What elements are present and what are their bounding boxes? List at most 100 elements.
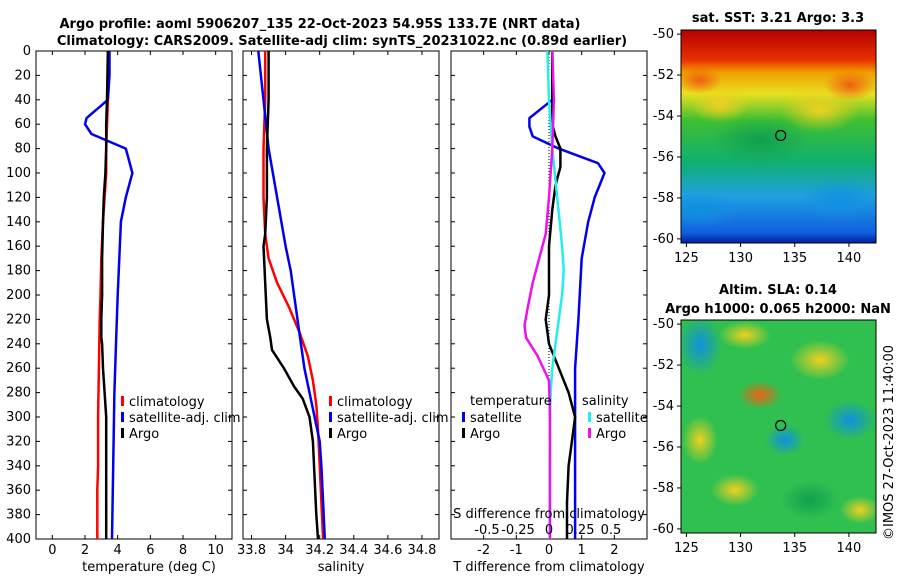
y-tick-label: 300 [6, 410, 31, 425]
x-tick-label: 34 [277, 543, 294, 558]
sst-map-ticks: 125 130 135 140 -50 -52 -54 -56 -58 -60 [653, 27, 862, 266]
y-tick-label: 60 [14, 117, 31, 132]
legend-label: satellite-adj. clim [337, 411, 449, 426]
legend-swatch [588, 412, 591, 422]
map-y-tick-label: -60 [653, 232, 674, 247]
map-y-tick-label: -60 [653, 522, 674, 537]
x-tick-label: -2 [477, 543, 490, 558]
legend-label: satellite [470, 411, 522, 426]
temperature-panel: 0 2 4 6 8 10020406080100120140160180200220240… [6, 44, 240, 575]
map-y-tick-label: -52 [653, 68, 674, 83]
map-x-tick-label: 135 [782, 251, 807, 266]
x-tick-label: -1 [510, 543, 523, 558]
y-tick-label: 200 [6, 288, 31, 303]
x-tick-label: 34.4 [339, 543, 368, 558]
x-tick-label: 0 [48, 543, 56, 558]
salinity-lines [257, 50, 327, 540]
top-tick-label: 0.25 [566, 523, 595, 538]
map-x-tick-label: 130 [728, 541, 753, 556]
salinity-ticks: 33.8 34 34.2 34.4 34.6 34.8 [237, 50, 439, 558]
temperature-axes [35, 50, 233, 540]
map-y-tick-label: -54 [653, 399, 674, 414]
series-line-t-satellite [528, 51, 606, 539]
map-y-tick-label: -56 [653, 440, 674, 455]
legend-label: satellite [596, 411, 648, 426]
legend-label: Argo [596, 427, 626, 442]
sla-map: Altim. SLA: 0.14 Argo h1000: 0.065 h2000… [653, 283, 891, 556]
difference-ticks: -2 -1 0 1 2 [451, 50, 647, 558]
difference-xlabel: T difference from climatology [452, 560, 645, 575]
y-tick-label: 0 [23, 44, 31, 59]
map-x-tick-label: 125 [674, 251, 699, 266]
y-tick-label: 120 [6, 190, 31, 205]
imos-footer: ©IMOS 27-Oct-2023 11:40:00 [882, 345, 897, 540]
x-tick-label: 34.8 [407, 543, 436, 558]
sla-map-title-line2: Argo h1000: 0.065 h2000: NaN [665, 302, 891, 317]
top-tick-label: 0.5 [601, 523, 622, 538]
y-tick-label: 160 [6, 239, 31, 254]
y-tick-label: 260 [6, 361, 31, 376]
legend-swatch [329, 396, 332, 406]
sla-map-frame [680, 319, 877, 534]
difference-top-ticks: -0.5 -0.25 0 0.25 0.5 [474, 523, 621, 538]
legend-swatch [462, 428, 465, 438]
x-tick-label: 8 [179, 543, 187, 558]
argo-location-marker [775, 419, 787, 432]
legend-label: climatology [337, 395, 413, 410]
map-y-tick-label: -56 [653, 150, 674, 165]
y-tick-label: 80 [14, 142, 31, 157]
x-tick-label: 34.6 [373, 543, 402, 558]
legend-label: climatology [129, 395, 205, 410]
legend-swatch [588, 428, 591, 438]
x-tick-label: 10 [207, 543, 224, 558]
x-tick-label: 2 [610, 543, 618, 558]
map-y-tick-label: -54 [653, 109, 674, 124]
salinity-panel: 33.8 34 34.2 34.4 34.6 34.8 salinity climatol… [237, 50, 449, 575]
map-x-tick-label: 140 [837, 541, 862, 556]
temperature-lines [83, 50, 134, 540]
x-tick-label: 33.8 [237, 543, 266, 558]
y-tick-label: 20 [14, 68, 31, 83]
y-tick-label: 40 [14, 93, 31, 108]
salinity-axes [242, 50, 440, 540]
salinity-xlabel: salinity [318, 560, 365, 575]
y-tick-label: 340 [6, 459, 31, 474]
argo-location-marker [775, 129, 787, 142]
temperature-xlabel: temperature (deg C) [82, 560, 216, 575]
map-y-tick-label: -58 [653, 191, 674, 206]
x-tick-label: 6 [146, 543, 154, 558]
y-tick-label: 100 [6, 166, 31, 181]
sst-map: sat. SST: 3.21 Argo: 3.3 125 130 135 140 -50… [653, 11, 877, 266]
y-tick-label: 320 [6, 434, 31, 449]
sla-field [681, 320, 876, 533]
legend-swatch [121, 428, 124, 438]
sst-field [681, 30, 876, 243]
x-tick-label: 0 [545, 543, 553, 558]
top-tick-label: 0 [545, 523, 553, 538]
sla-map-ticks: 125 130 135 140 -50 -52 -54 -56 -58 -60 [653, 317, 862, 556]
sla-map-title-line1: Altim. SLA: 0.14 [719, 283, 837, 298]
series-line-satellite-adj-clim [83, 51, 134, 540]
y-tick-label: 380 [6, 508, 31, 523]
top-tick-label: -0.25 [501, 523, 535, 538]
map-x-tick-label: 125 [674, 541, 699, 556]
legend-label: Argo [470, 427, 500, 442]
legend-swatch [329, 412, 332, 422]
difference-lines [523, 50, 606, 539]
x-tick-label: 4 [114, 543, 122, 558]
y-tick-label: 240 [6, 337, 31, 352]
y-tick-label: 280 [6, 386, 31, 401]
map-x-tick-label: 140 [837, 251, 862, 266]
y-tick-label: 220 [6, 312, 31, 327]
y-tick-label: 180 [6, 264, 31, 279]
y-tick-label: 360 [6, 483, 31, 498]
chart-title-line2: Climatology: CARS2009. Satellite-adj cli… [57, 34, 627, 49]
map-y-tick-label: -50 [653, 27, 674, 42]
map-y-tick-label: -58 [653, 481, 674, 496]
y-tick-label: 400 [6, 532, 31, 547]
x-tick-label: 34.2 [305, 543, 334, 558]
series-line-satellite-adj-clim [257, 50, 327, 540]
difference-legend: temperature salinitysatelliteArgosatellit… [462, 394, 648, 442]
sst-map-title: sat. SST: 3.21 Argo: 3.3 [692, 11, 864, 26]
